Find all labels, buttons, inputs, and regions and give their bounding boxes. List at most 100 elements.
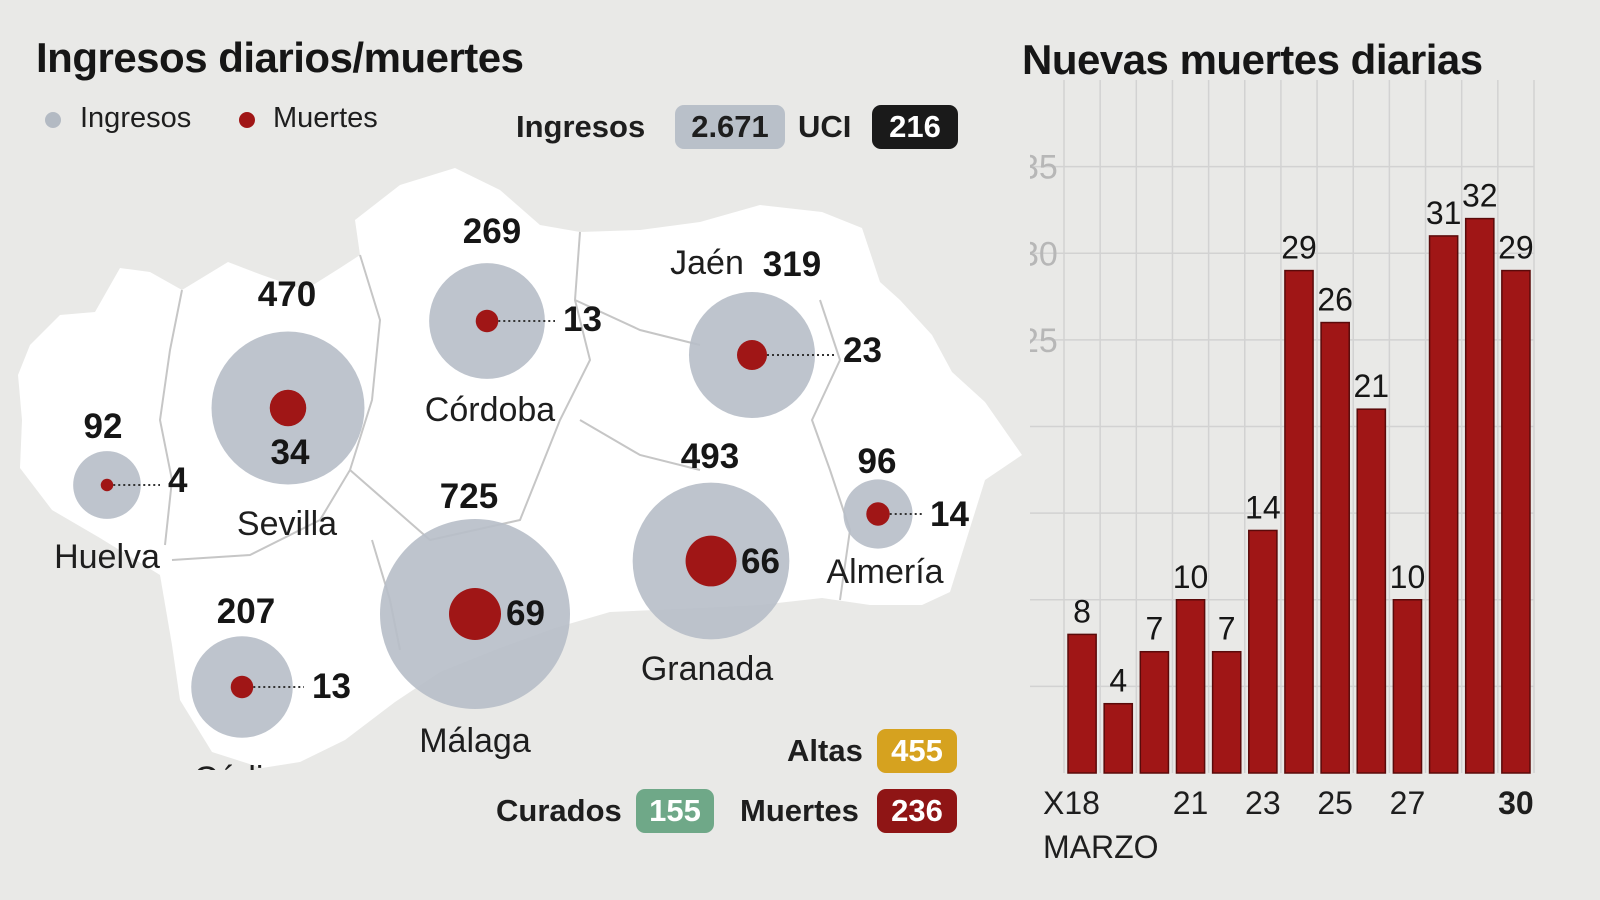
bar-29: [1464, 217, 1495, 774]
chart-grid: [1030, 80, 1535, 773]
uci-total-label: UCI: [798, 109, 852, 144]
altas-total-label: Altas: [787, 733, 863, 768]
ingresos-total-badge: 2.671: [675, 105, 785, 149]
muertes-value-granada: 66: [741, 542, 780, 581]
bar-20: [1139, 650, 1170, 774]
ingresos-value-sevilla: 470: [258, 275, 316, 314]
bar-19: [1103, 702, 1134, 774]
muertes-total-label: Muertes: [740, 793, 859, 828]
bar-value-label-X18: 8: [1073, 593, 1091, 629]
x-tick-21: 21: [1173, 785, 1209, 821]
bar-value-label-28: 31: [1426, 195, 1462, 231]
bar-value-label-19: 4: [1109, 663, 1127, 699]
x-tick-25: 25: [1317, 785, 1353, 821]
y-tick-35: 35: [1030, 149, 1058, 187]
bar-25: [1320, 321, 1350, 774]
province-sevilla: 470 34 Sevilla: [211, 275, 365, 543]
y-tick-labels: 25 30 35: [1030, 149, 1058, 360]
muertes-dot-cadiz: [230, 675, 254, 699]
ingresos-value-cordoba: 269: [463, 212, 521, 251]
y-tick-25: 25: [1030, 322, 1058, 360]
curados-total-badge: 155: [636, 789, 714, 833]
muertes-dot-huelva: [100, 478, 114, 492]
legend-muertes-label: Muertes: [273, 102, 378, 134]
province-cordoba: 269 13 Córdoba: [425, 212, 602, 429]
muertes-dot-malaga: [449, 588, 501, 640]
ingresos-value-almeria: 96: [858, 442, 897, 481]
bar-value-label-27: 10: [1390, 559, 1426, 595]
map-title: Ingresos diarios/muertes: [36, 34, 524, 81]
muertes-value-malaga: 69: [506, 594, 545, 633]
legend-ingresos-label: Ingresos: [80, 102, 192, 134]
muertes-value-cadiz: 13: [312, 667, 351, 706]
ingresos-value-malaga: 725: [440, 477, 498, 516]
muertes-dot-sevilla: [269, 389, 307, 427]
x-axis-month-label: MARZO: [1043, 829, 1159, 865]
bar-26: [1356, 408, 1387, 774]
muertes-dot-cordoba: [475, 309, 499, 333]
bar-value-label-29: 32: [1462, 178, 1498, 214]
province-name-cadiz: Cádiz: [194, 760, 281, 770]
bar-value-label-20: 7: [1145, 611, 1163, 647]
bar-28: [1428, 235, 1459, 774]
bar-value-label-23: 14: [1245, 489, 1281, 525]
ingresos-value-cadiz: 207: [217, 592, 275, 631]
uci-total-badge: 216: [872, 105, 958, 149]
province-almeria: 96 14 Almería: [826, 442, 969, 591]
bar-X18: [1067, 633, 1097, 774]
muertes-value-almeria: 14: [930, 495, 969, 534]
muertes-dot-granada: [685, 535, 737, 587]
province-jaen: 319 23 Jaén: [670, 244, 882, 419]
bars: [1067, 217, 1531, 774]
bar-value-label-25: 26: [1317, 282, 1353, 318]
x-tick-27: 27: [1390, 785, 1426, 821]
province-name-jaen: Jaén: [670, 244, 744, 282]
bar-value-label-22: 7: [1218, 611, 1236, 647]
province-name-almeria: Almería: [826, 553, 943, 591]
province-malaga: 725 69 Málaga: [380, 477, 570, 760]
muertes-total-badge: 236: [877, 789, 957, 833]
x-tick-30: 30: [1498, 785, 1534, 821]
legend-ingresos-dot: [45, 112, 61, 128]
bar-30: [1501, 269, 1531, 774]
province-granada: 493 66 Granada: [632, 437, 790, 688]
legend-muertes-dot: [239, 112, 255, 128]
muertes-value-cordoba: 13: [563, 300, 602, 339]
bar-22: [1211, 650, 1242, 774]
y-tick-30: 30: [1030, 235, 1058, 273]
ingresos-value-huelva: 92: [84, 407, 123, 446]
muertes-value-sevilla: 34: [271, 433, 310, 472]
ingresos-value-jaen: 319: [763, 245, 821, 284]
bar-value-label-24: 29: [1281, 230, 1317, 266]
chart-title: Nuevas muertes diarias: [1022, 36, 1483, 83]
bar-23: [1248, 529, 1278, 774]
province-name-huelva: Huelva: [54, 538, 160, 576]
bar-24: [1284, 269, 1314, 774]
curados-total-label: Curados: [496, 793, 622, 828]
province-name-malaga: Málaga: [419, 722, 531, 760]
bar-value-label-26: 21: [1354, 368, 1390, 404]
ingresos-total-label: Ingresos: [516, 109, 646, 144]
muertes-value-huelva: 4: [168, 461, 188, 500]
bar-value-label-30: 29: [1498, 230, 1534, 266]
bar-27: [1392, 599, 1423, 774]
province-name-cordoba: Córdoba: [425, 391, 556, 429]
province-cadiz: 207 13 Cádiz: [191, 592, 351, 770]
bar-21: [1175, 599, 1206, 774]
altas-total-badge: 455: [877, 729, 957, 773]
x-tick-X18: X18: [1043, 785, 1100, 821]
province-name-sevilla: Sevilla: [237, 505, 337, 543]
muertes-value-jaen: 23: [843, 331, 882, 370]
ingresos-value-granada: 493: [681, 437, 739, 476]
x-tick-labels: X18 21 23 25 27 30: [1043, 785, 1534, 821]
muertes-dot-jaen: [736, 339, 768, 371]
x-tick-23: 23: [1245, 785, 1281, 821]
muertes-dot-almeria: [866, 502, 890, 526]
province-name-granada: Granada: [641, 650, 773, 688]
bar-value-label-21: 10: [1173, 559, 1209, 595]
